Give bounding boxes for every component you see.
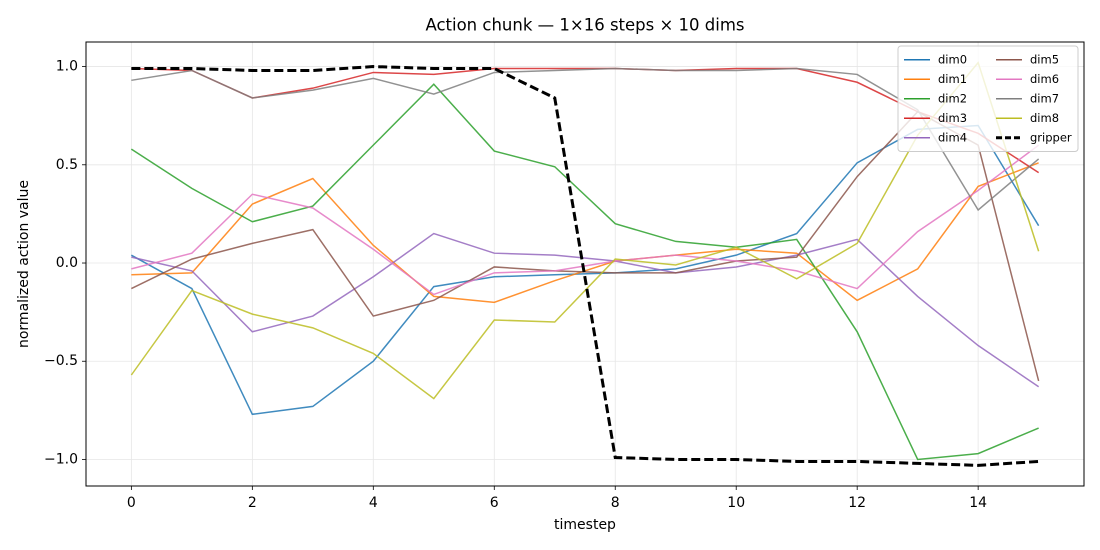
x-tick-label: 4 (369, 495, 378, 511)
y-tick-label: 0.5 (56, 157, 78, 173)
plot-area (130, 61, 1040, 467)
series-line (130, 61, 1040, 400)
series-line (130, 124, 1040, 416)
legend-label: dim1 (938, 72, 967, 86)
legend: dim0 dim1 dim2 dim3 dim4 dim5 dim6 dim7 dim8 grip… (897, 45, 1079, 152)
chart-title: Action chunk — 1×16 steps × 10 dims (425, 16, 744, 35)
x-tick-label: 10 (727, 495, 745, 511)
axes-frame (85, 41, 1085, 487)
x-axis-label: timestep (554, 517, 616, 533)
y-tick-label: −0.5 (44, 353, 78, 369)
series-line (131, 65, 1039, 467)
legend-label: dim0 (938, 52, 967, 66)
legend-label: dim8 (1030, 111, 1059, 125)
x-tick-label: 2 (248, 495, 257, 511)
x-tick-label: 0 (127, 495, 136, 511)
ticks: 0 2 4 6 8 10 12 14 −1.0 −0.5 0.0 0.5 1.0 (44, 59, 987, 511)
legend-label: dim5 (1030, 52, 1059, 66)
series-line (131, 67, 1040, 212)
y-tick-label: −1.0 (44, 451, 78, 467)
series-line (131, 144, 1040, 296)
legend-label: dim3 (938, 111, 967, 125)
legend-label: dim6 (1030, 72, 1059, 86)
x-tick-label: 14 (969, 495, 987, 511)
x-tick-label: 8 (611, 495, 620, 511)
series-line (131, 232, 1040, 388)
series-line (131, 67, 1040, 174)
y-tick-label: 1.0 (56, 59, 78, 75)
legend-label: dim2 (938, 91, 967, 105)
x-tick-label: 6 (490, 495, 499, 511)
legend-label: dim4 (938, 130, 967, 144)
legend-label: gripper (1030, 130, 1072, 144)
y-tick-label: 0.0 (56, 255, 78, 271)
legend-label: dim7 (1030, 91, 1059, 105)
series-line (130, 83, 1039, 461)
legend-box (897, 45, 1079, 152)
y-axis-label: normalized action value (16, 180, 32, 348)
x-tick-label: 12 (848, 495, 866, 511)
